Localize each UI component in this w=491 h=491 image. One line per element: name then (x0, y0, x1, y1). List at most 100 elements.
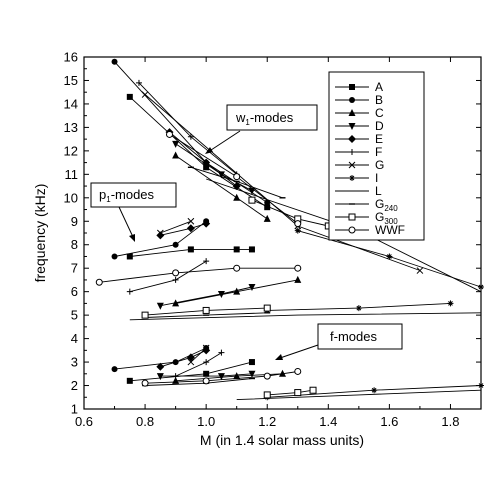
y-tick-label: 11 (65, 167, 79, 182)
data-point (348, 213, 356, 221)
legend-label-subscript: 240 (384, 204, 398, 213)
data-point (141, 379, 149, 387)
annotation-text: w (235, 110, 246, 125)
series-wwf (95, 130, 302, 387)
data-point (202, 306, 210, 314)
legend-item: G300 (335, 210, 398, 226)
data-point (348, 123, 356, 130)
data-point (348, 109, 356, 116)
series-l (129, 178, 482, 401)
data-point (172, 276, 179, 283)
data-point (233, 287, 241, 295)
legend-item: B (335, 93, 383, 107)
data-point (294, 389, 302, 397)
x-tick-label: 0.6 (75, 414, 93, 429)
data-point (172, 241, 179, 248)
series-layer (95, 58, 484, 401)
data-point (156, 231, 165, 240)
data-point (233, 193, 241, 201)
data-point (203, 164, 210, 171)
annotation-p1-modes: p1-modes (90, 182, 177, 242)
annotation-w1-modes: w1-modes (205, 104, 318, 154)
arrowhead-icon (129, 234, 135, 242)
data-point (349, 84, 355, 90)
x-tick-label: 1.8 (441, 414, 459, 429)
x-tick-label: 1.0 (197, 414, 215, 429)
x-tick-label: 1.4 (319, 414, 337, 429)
legend-item: C (335, 106, 384, 120)
arrowhead-icon (205, 147, 213, 154)
data-point (294, 367, 302, 375)
y-tick-label: 15 (64, 73, 78, 88)
data-point (349, 149, 355, 155)
data-point (232, 182, 241, 191)
data-point (172, 373, 179, 380)
annotation-f-modes: f-modes (275, 323, 403, 360)
data-point (156, 373, 164, 381)
series-line (160, 223, 207, 236)
legend-label-text: G (375, 197, 384, 211)
data-point (202, 344, 210, 352)
data-point (264, 204, 271, 211)
y-tick-label: 8 (71, 237, 78, 252)
data-point (217, 373, 225, 381)
series-a (126, 93, 271, 384)
legend-label: I (375, 171, 378, 185)
annotation-label: f-modes (330, 329, 377, 344)
legend-label: F (375, 145, 382, 159)
legend-label-text: A (375, 80, 383, 94)
series-line (267, 389, 314, 396)
series-line (129, 260, 207, 293)
series-line (129, 248, 252, 257)
data-point (248, 246, 255, 253)
series-g300 (141, 196, 332, 399)
legend-label: D (375, 119, 384, 133)
data-point (111, 366, 118, 373)
annotation-box (317, 323, 403, 350)
data-point (203, 258, 210, 265)
data-point (126, 288, 133, 295)
series-line (236, 389, 482, 401)
data-point (371, 387, 378, 394)
y-tick-label: 7 (71, 261, 78, 276)
data-point (233, 246, 240, 253)
data-point (141, 91, 149, 98)
annotation-subscript: 1 (245, 118, 250, 127)
y-tick-label: 1 (71, 402, 78, 417)
data-point (187, 217, 195, 225)
x-tick-label: 1.2 (258, 414, 276, 429)
series-line (145, 378, 253, 386)
series-line (145, 371, 298, 384)
legend-label-text: WWF (375, 223, 405, 237)
annotation-box (90, 182, 177, 208)
data-point (156, 302, 164, 310)
data-point (263, 372, 271, 380)
y-tick-label: 4 (71, 331, 78, 346)
legend-label: C (375, 106, 384, 120)
y-tick-label: 2 (71, 378, 78, 393)
annotation-suffix: -modes (250, 110, 294, 125)
legend-item: WWF (335, 223, 405, 237)
data-point (187, 133, 194, 140)
x-tick-label: 1.6 (380, 414, 398, 429)
legend-label-text: G (375, 210, 384, 224)
data-point (349, 175, 355, 181)
legend-item: A (335, 80, 383, 94)
legend-label: A (375, 80, 383, 94)
annotation-suffix: -modes (111, 187, 155, 202)
legend-item: E (335, 132, 383, 146)
data-point (186, 353, 195, 362)
data-point (348, 161, 356, 169)
data-point (203, 359, 210, 366)
y-tick-label: 9 (71, 214, 78, 229)
series-c (172, 151, 302, 384)
data-point (172, 151, 180, 159)
legend-label-text: I (375, 171, 378, 185)
data-point (248, 359, 255, 366)
y-tick-label: 6 (71, 284, 78, 299)
annotation-label: w1-modes (235, 110, 294, 127)
series-line (99, 267, 298, 283)
data-point (126, 253, 133, 260)
